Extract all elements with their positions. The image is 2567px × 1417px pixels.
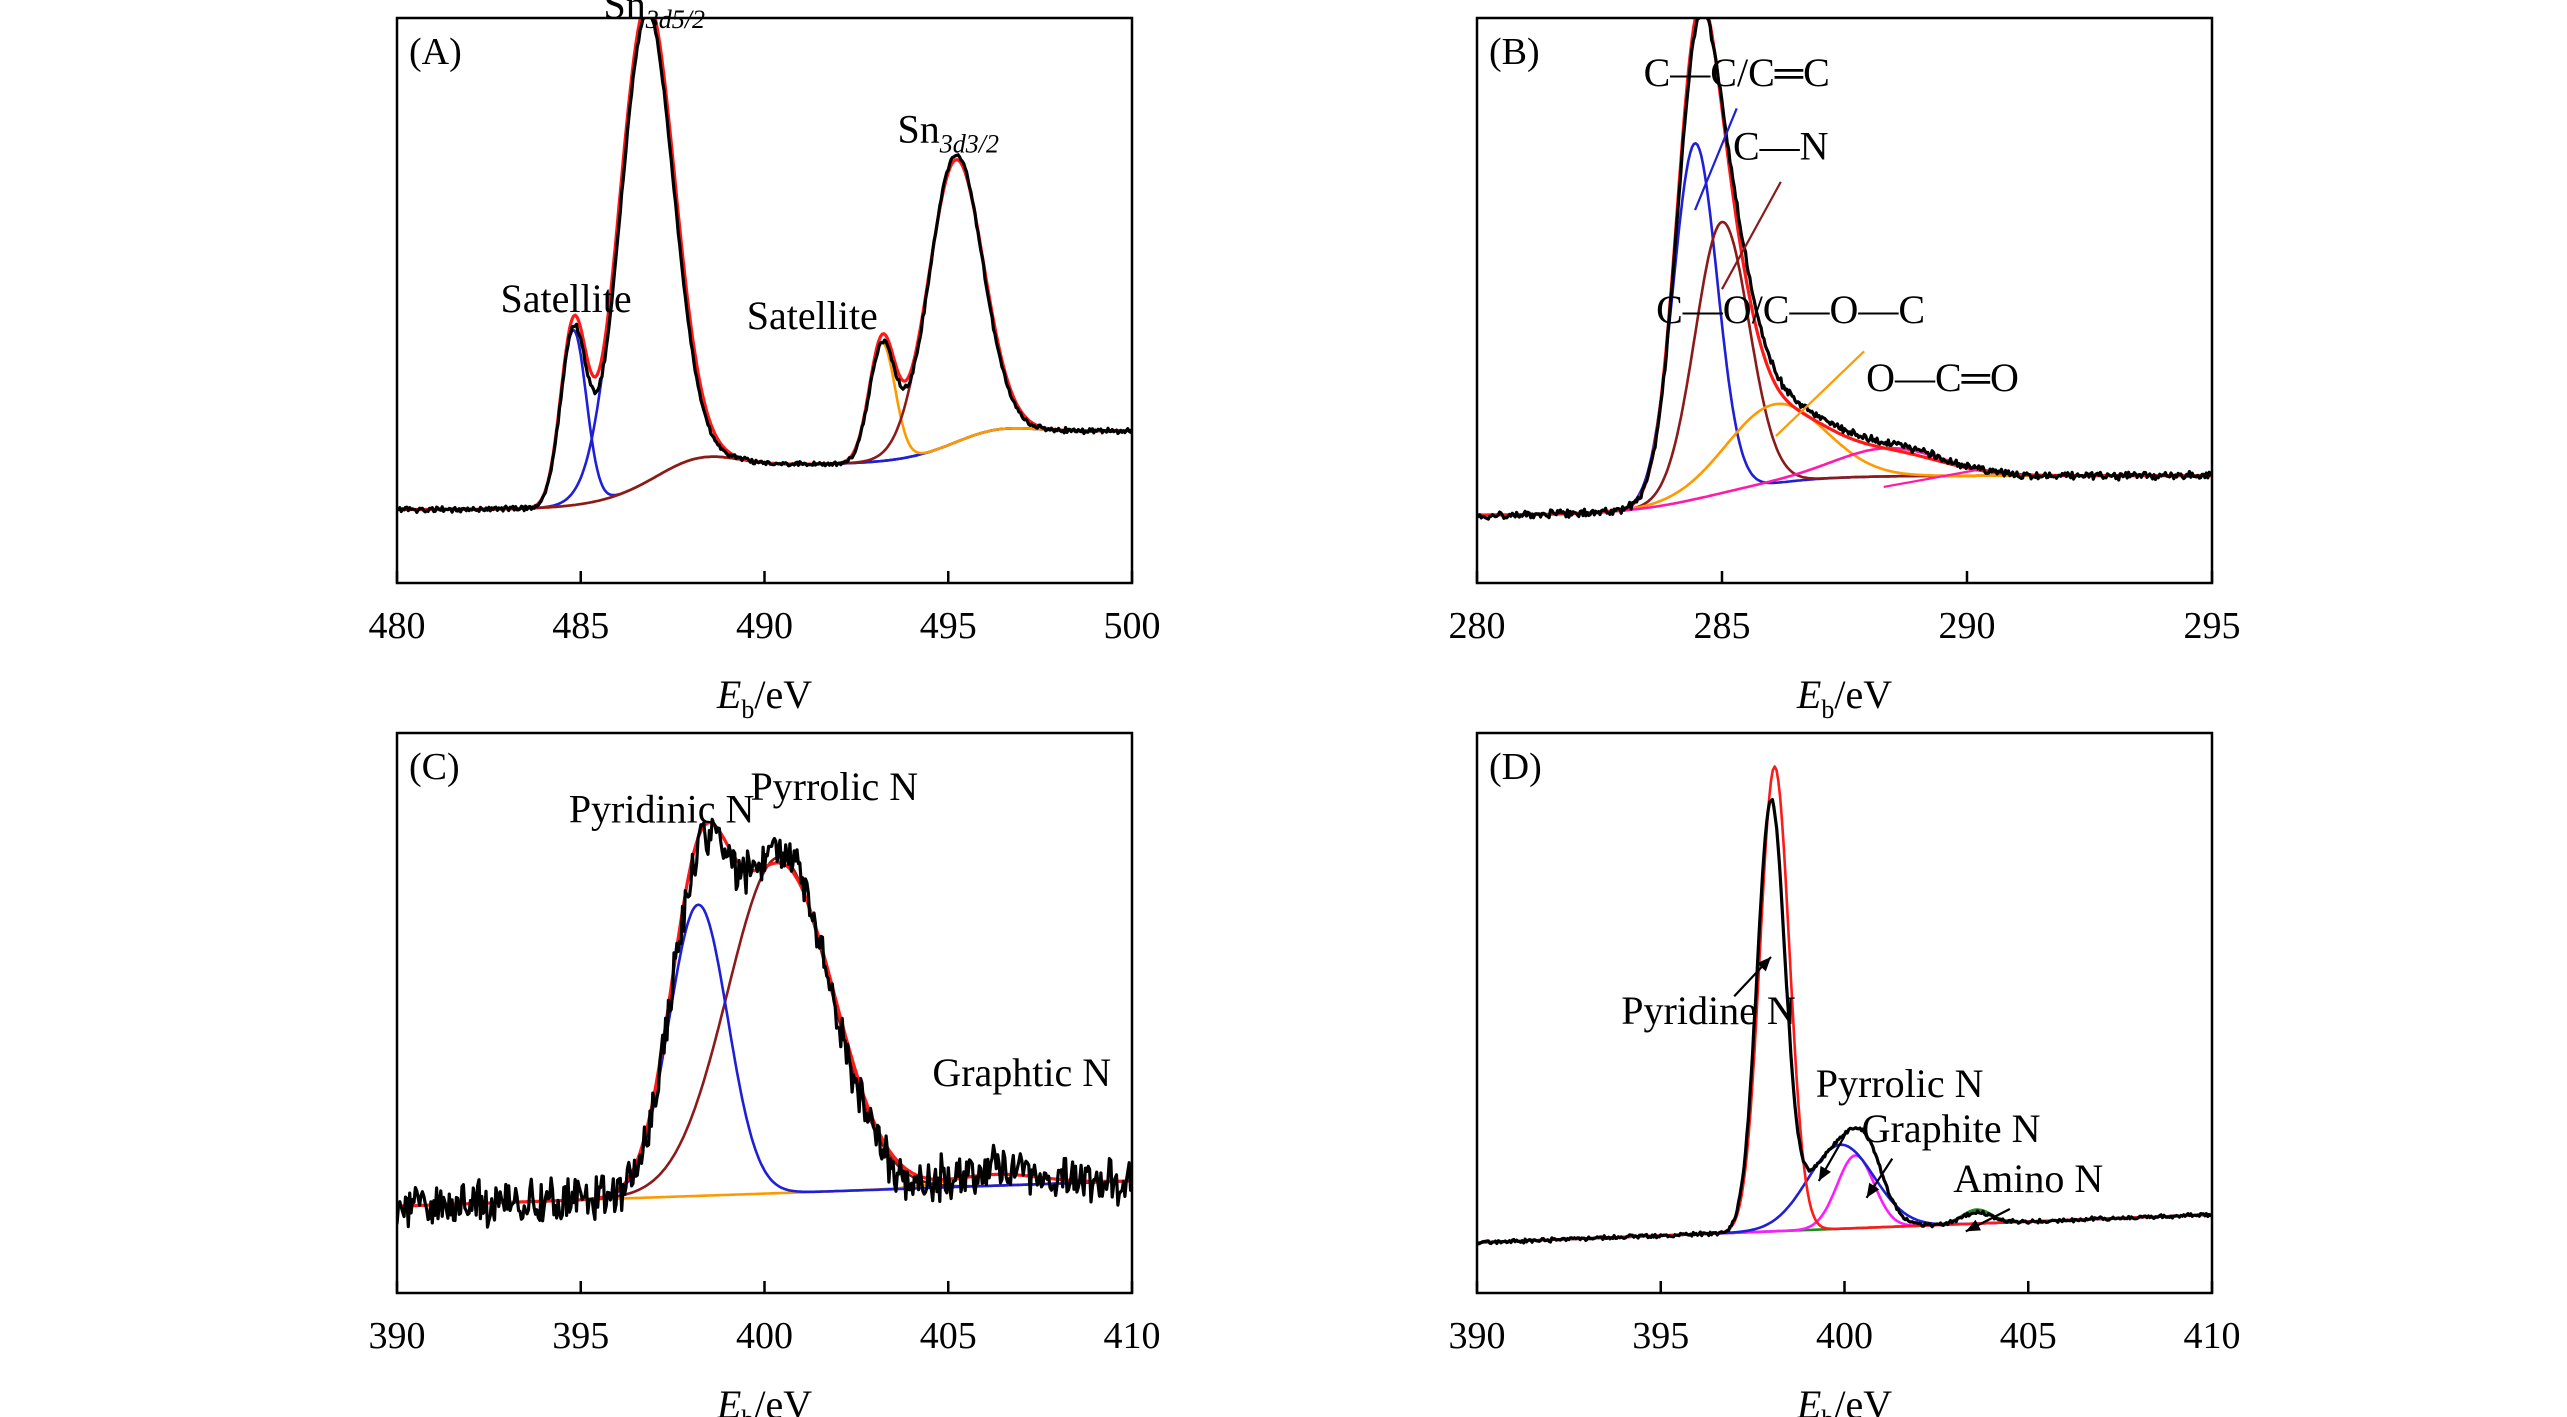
x-tick-label: 410	[2184, 1315, 2241, 1357]
x-tick-label: 500	[1104, 605, 1161, 647]
x-tick-label: 400	[1816, 1315, 1873, 1357]
series-raw-data	[397, 817, 1132, 1229]
series-group	[397, 18, 1132, 515]
x-tick-label: 280	[1449, 605, 1506, 647]
x-tick-label: 285	[1694, 605, 1751, 647]
x-tick-label: 490	[736, 605, 793, 647]
series-satellite-485-component	[397, 328, 1132, 511]
series-group	[397, 817, 1132, 1229]
annotation-arrowhead	[1757, 957, 1771, 972]
panel-label: (B)	[1489, 31, 1540, 73]
panel-label: (A)	[409, 31, 462, 73]
annotation-label: C—N	[1733, 123, 1829, 168]
panel-C: 390 395 400 405 410 Eb/eV (C) Pyridinic NPyrrol…	[369, 731, 1161, 1417]
x-axis-title: Eb/eV	[716, 1382, 812, 1417]
panel-label: (C)	[409, 746, 460, 788]
annotation-arrowhead	[1965, 1219, 1981, 1232]
series-raw-data	[1477, 797, 2212, 1246]
series-envelope-fit	[397, 18, 1132, 512]
series-envelope-fit	[397, 820, 1132, 1208]
x-tick-label: 390	[369, 1315, 426, 1357]
annotation-arrowhead	[1866, 1182, 1880, 1198]
x-tick-label: 290	[1939, 605, 1996, 647]
annotation-label: Sn3d5/2	[604, 0, 705, 34]
x-tick-label: 480	[369, 605, 426, 647]
x-tick-label: 395	[1632, 1315, 1689, 1357]
annotation-leader	[1721, 181, 1782, 290]
annotation-label: Pyridine N	[1621, 988, 1795, 1033]
annotation-label: Pyrrolic N	[750, 764, 918, 809]
panel-A: 480 485 490 495 500 Eb/eV (A) Satellite Sn3d5/2 S…	[369, 0, 1161, 724]
annotation-leader	[1883, 468, 1977, 489]
series-o-c-o-component	[1477, 446, 2212, 517]
series-satellite-493-component	[397, 340, 1132, 511]
plot-frame	[1475, 731, 2214, 1295]
series-raw-data	[397, 18, 1132, 515]
series-raw-data	[1477, 18, 2212, 521]
series-c-o-c-o-c-component	[1477, 402, 2212, 517]
annotation-label: Pyridinic N	[569, 787, 755, 832]
annotation-arrowhead	[1818, 1165, 1831, 1181]
annotation-label: Amino N	[1953, 1156, 2103, 1201]
panel-B: 280 285 290 295 Eb/eV (B) C—C/C═C C—N C—O/C—O—C O…	[1449, 16, 2241, 724]
series-c-n-component	[1477, 220, 2212, 517]
annotation-label: Sn3d3/2	[898, 106, 999, 158]
series-group	[1477, 18, 2212, 521]
annotation-leader	[1694, 107, 1738, 211]
annotation-label: Satellite	[501, 276, 632, 321]
panel-D: 390 395 400 405 410 Eb/eV (D) Pyridine N Pyrroli…	[1449, 731, 2241, 1417]
annotation-leader	[1775, 350, 1865, 437]
annotation-label: C—O/C—O—C	[1656, 287, 1925, 332]
x-tick-label: 400	[736, 1315, 793, 1357]
x-tick-label: 390	[1449, 1315, 1506, 1357]
x-tick-label: 410	[1104, 1315, 1161, 1357]
x-tick-label: 495	[920, 605, 977, 647]
panel-label: (D)	[1489, 746, 1542, 788]
x-tick-label: 295	[2184, 605, 2241, 647]
annotation-label: Satellite	[747, 293, 878, 338]
series-sn3d5-2-component	[397, 18, 1132, 511]
annotation-label: Graphite N	[1862, 1106, 2041, 1151]
x-tick-label: 405	[920, 1315, 977, 1357]
series-envelope-fit	[1477, 18, 2212, 517]
x-axis-title: Eb/eV	[1796, 1382, 1892, 1417]
annotation-label: C—C/C═C	[1644, 50, 1830, 95]
x-axis-title: Eb/eV	[716, 672, 812, 724]
annotation-label: Pyrrolic N	[1816, 1061, 1984, 1106]
x-axis-title: Eb/eV	[1796, 672, 1892, 724]
annotation-label: Graphtic N	[932, 1050, 1111, 1095]
series-group	[1477, 765, 2212, 1246]
x-tick-label: 405	[2000, 1315, 2057, 1357]
x-tick-label: 395	[552, 1315, 609, 1357]
annotation-label: O—C═O	[1866, 355, 2019, 400]
x-tick-label: 485	[552, 605, 609, 647]
plot-frame	[1475, 16, 2214, 585]
